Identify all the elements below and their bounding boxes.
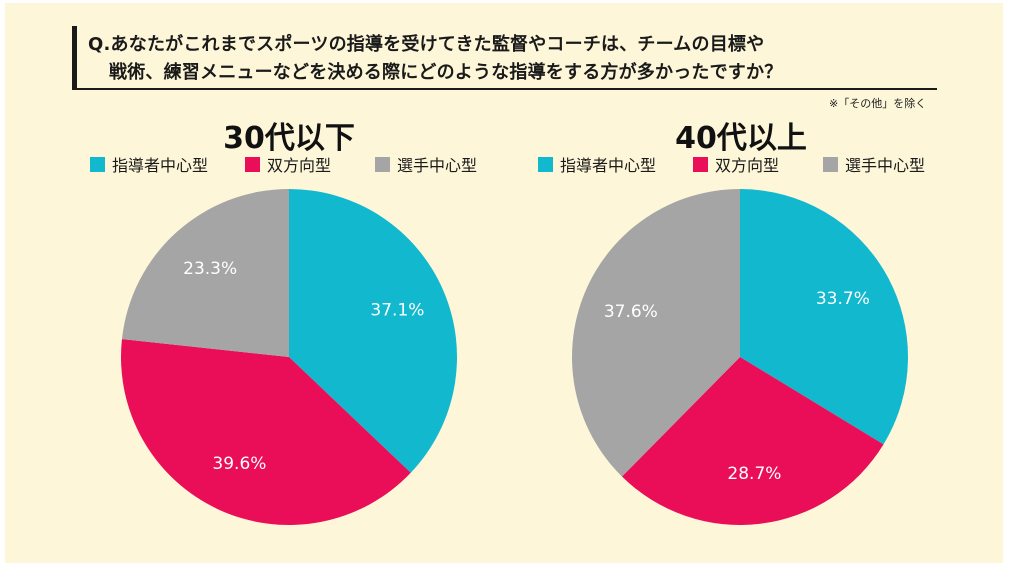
legend-label: 選手中心型 bbox=[845, 156, 926, 175]
legend-label: 指導者中心型 bbox=[112, 156, 209, 175]
question-box: Q.あなたがこれまでスポーツの指導を受けてきた監督やコーチは、チームの目標や 戦… bbox=[72, 26, 937, 90]
slice-player-centered bbox=[121, 189, 290, 357]
slice-coach-centered bbox=[289, 189, 457, 473]
question-line-2: 戦術、練習メニューなどを決める際にどのような指導をする方が多かったですか？ bbox=[109, 62, 783, 83]
legend-swatch-pink bbox=[245, 156, 260, 172]
legend-item-coach-centered: 指導者中心型 bbox=[538, 152, 656, 176]
pie-chart-left: 37.1% 39.6% 23.3% bbox=[121, 189, 457, 525]
slice-percent-label: 33.7% bbox=[816, 289, 870, 309]
slice-two-way bbox=[121, 339, 411, 525]
slice-percent-label: 23.3% bbox=[183, 259, 237, 279]
legend-swatch-pink bbox=[693, 156, 708, 172]
legend-item-coach-centered: 指導者中心型 bbox=[90, 152, 208, 176]
legend-label: 双方向型 bbox=[715, 156, 780, 175]
slice-coach-centered bbox=[740, 189, 908, 445]
legend-item-two-way: 双方向型 bbox=[245, 152, 331, 176]
pie-chart-right: 33.7% 28.7% 37.6% bbox=[571, 189, 908, 525]
slice-percent-label: 37.1% bbox=[370, 300, 424, 320]
slice-percent-label: 37.6% bbox=[604, 302, 658, 322]
legend-swatch-cyan bbox=[90, 156, 105, 172]
chart-title-left: 30代以下 bbox=[223, 121, 355, 156]
slice-percent-label: 39.6% bbox=[212, 454, 266, 474]
legend-label: 選手中心型 bbox=[397, 156, 478, 175]
legend-label: 双方向型 bbox=[267, 156, 332, 175]
slice-two-way bbox=[621, 357, 884, 525]
legend-item-player-centered: 選手中心型 bbox=[375, 152, 477, 176]
legend-swatch-cyan bbox=[538, 156, 553, 172]
legend-item-player-centered: 選手中心型 bbox=[823, 152, 925, 176]
slice-player-centered bbox=[571, 189, 740, 477]
legend-swatch-gray bbox=[375, 156, 390, 172]
exclusion-note: ※「その他」を除く bbox=[829, 97, 927, 110]
legend-label: 指導者中心型 bbox=[560, 156, 657, 175]
slice-percent-label: 28.7% bbox=[727, 464, 781, 484]
question-line-1: Q.あなたがこれまでスポーツの指導を受けてきた監督やコーチは、チームの目標や bbox=[88, 34, 765, 55]
legend-item-two-way: 双方向型 bbox=[693, 152, 779, 176]
legend-swatch-gray bbox=[823, 156, 838, 172]
chart-title-right: 40代以上 bbox=[675, 121, 807, 156]
